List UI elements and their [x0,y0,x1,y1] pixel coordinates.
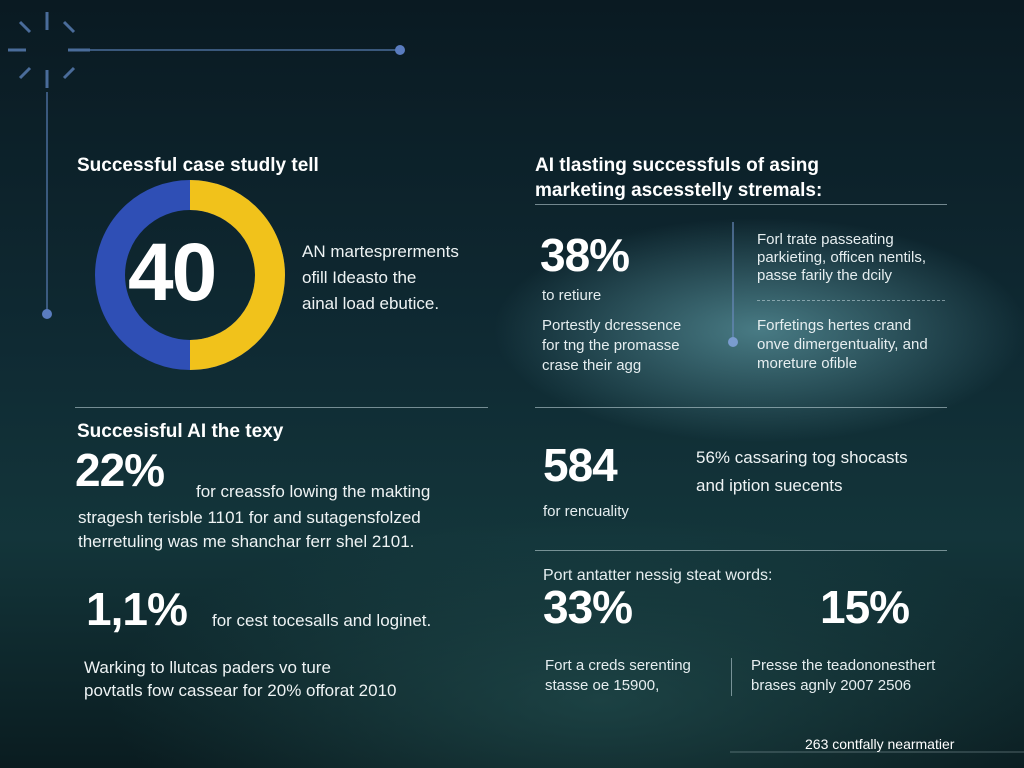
divider [757,300,945,301]
text: parkieting, officen nentils, [757,249,926,266]
text: crase their agg [542,357,642,374]
text: Forfetings hertes crand [757,317,912,334]
divider [731,658,732,696]
divider [535,550,947,551]
section-title: marketing ascesstelly stremals: [535,180,823,201]
text: and iption suecents [696,476,843,495]
text: 56% cassaring tog shocasts [696,448,908,467]
text: stragesh terisble 1101 for and sutagensf… [78,508,421,527]
section-title: Successful case studly tell [77,155,319,176]
text: Forl trate passeating [757,231,894,248]
dot [728,337,738,347]
text: stasse oe 15900, [545,677,660,694]
text: ainal load ebutice. [302,294,440,313]
text: AN martesprerments [302,242,459,261]
section-title: Port antatter nessig steat words: [543,567,773,584]
stat-caption: for creassfo lowing the makting [196,482,431,501]
divider [535,407,947,408]
stat: 22% [75,444,165,496]
text: Fort a creds serenting [545,657,691,674]
text: Portestly dcressence [542,317,682,334]
text: therretuling was me shanchar ferr shel 2… [78,532,415,551]
stat: 38% [540,229,630,281]
text: for tng the promasse [542,337,680,354]
text: Presse the teadononesthert [751,657,936,674]
donut-segment [189,180,285,370]
divider [535,204,947,205]
text: onve dimergentuality, and [757,336,928,353]
stat: 15% [820,581,910,633]
stat-caption: for rencuality [543,503,629,520]
stat: 33% [543,581,633,633]
burst-icon [8,12,90,88]
stat: 584 [543,439,618,491]
text: Warking to llutcas paders vo ture [84,658,331,677]
text: moreture ofible [757,355,858,372]
stat: 1,1% [86,583,188,635]
dot [395,45,405,55]
section-title: AI tlasting successfuls of asing [535,155,820,176]
text: passe farily the dcily [757,267,893,284]
text: ofill Ideasto the [302,268,417,287]
stat-caption: to retiure [542,287,602,304]
stat-caption: for cest tocesalls and loginet. [212,611,432,630]
donut-number: 40 [128,227,217,318]
footer: 263 contfally nearmatier [805,736,955,752]
text: brases agnly 2007 2506 [751,677,912,694]
dot [42,309,52,319]
section-title: Succesisful AI the texy [77,421,284,442]
divider [75,407,488,408]
text: povtatls fow cassear for 20% offorat 201… [84,681,397,700]
